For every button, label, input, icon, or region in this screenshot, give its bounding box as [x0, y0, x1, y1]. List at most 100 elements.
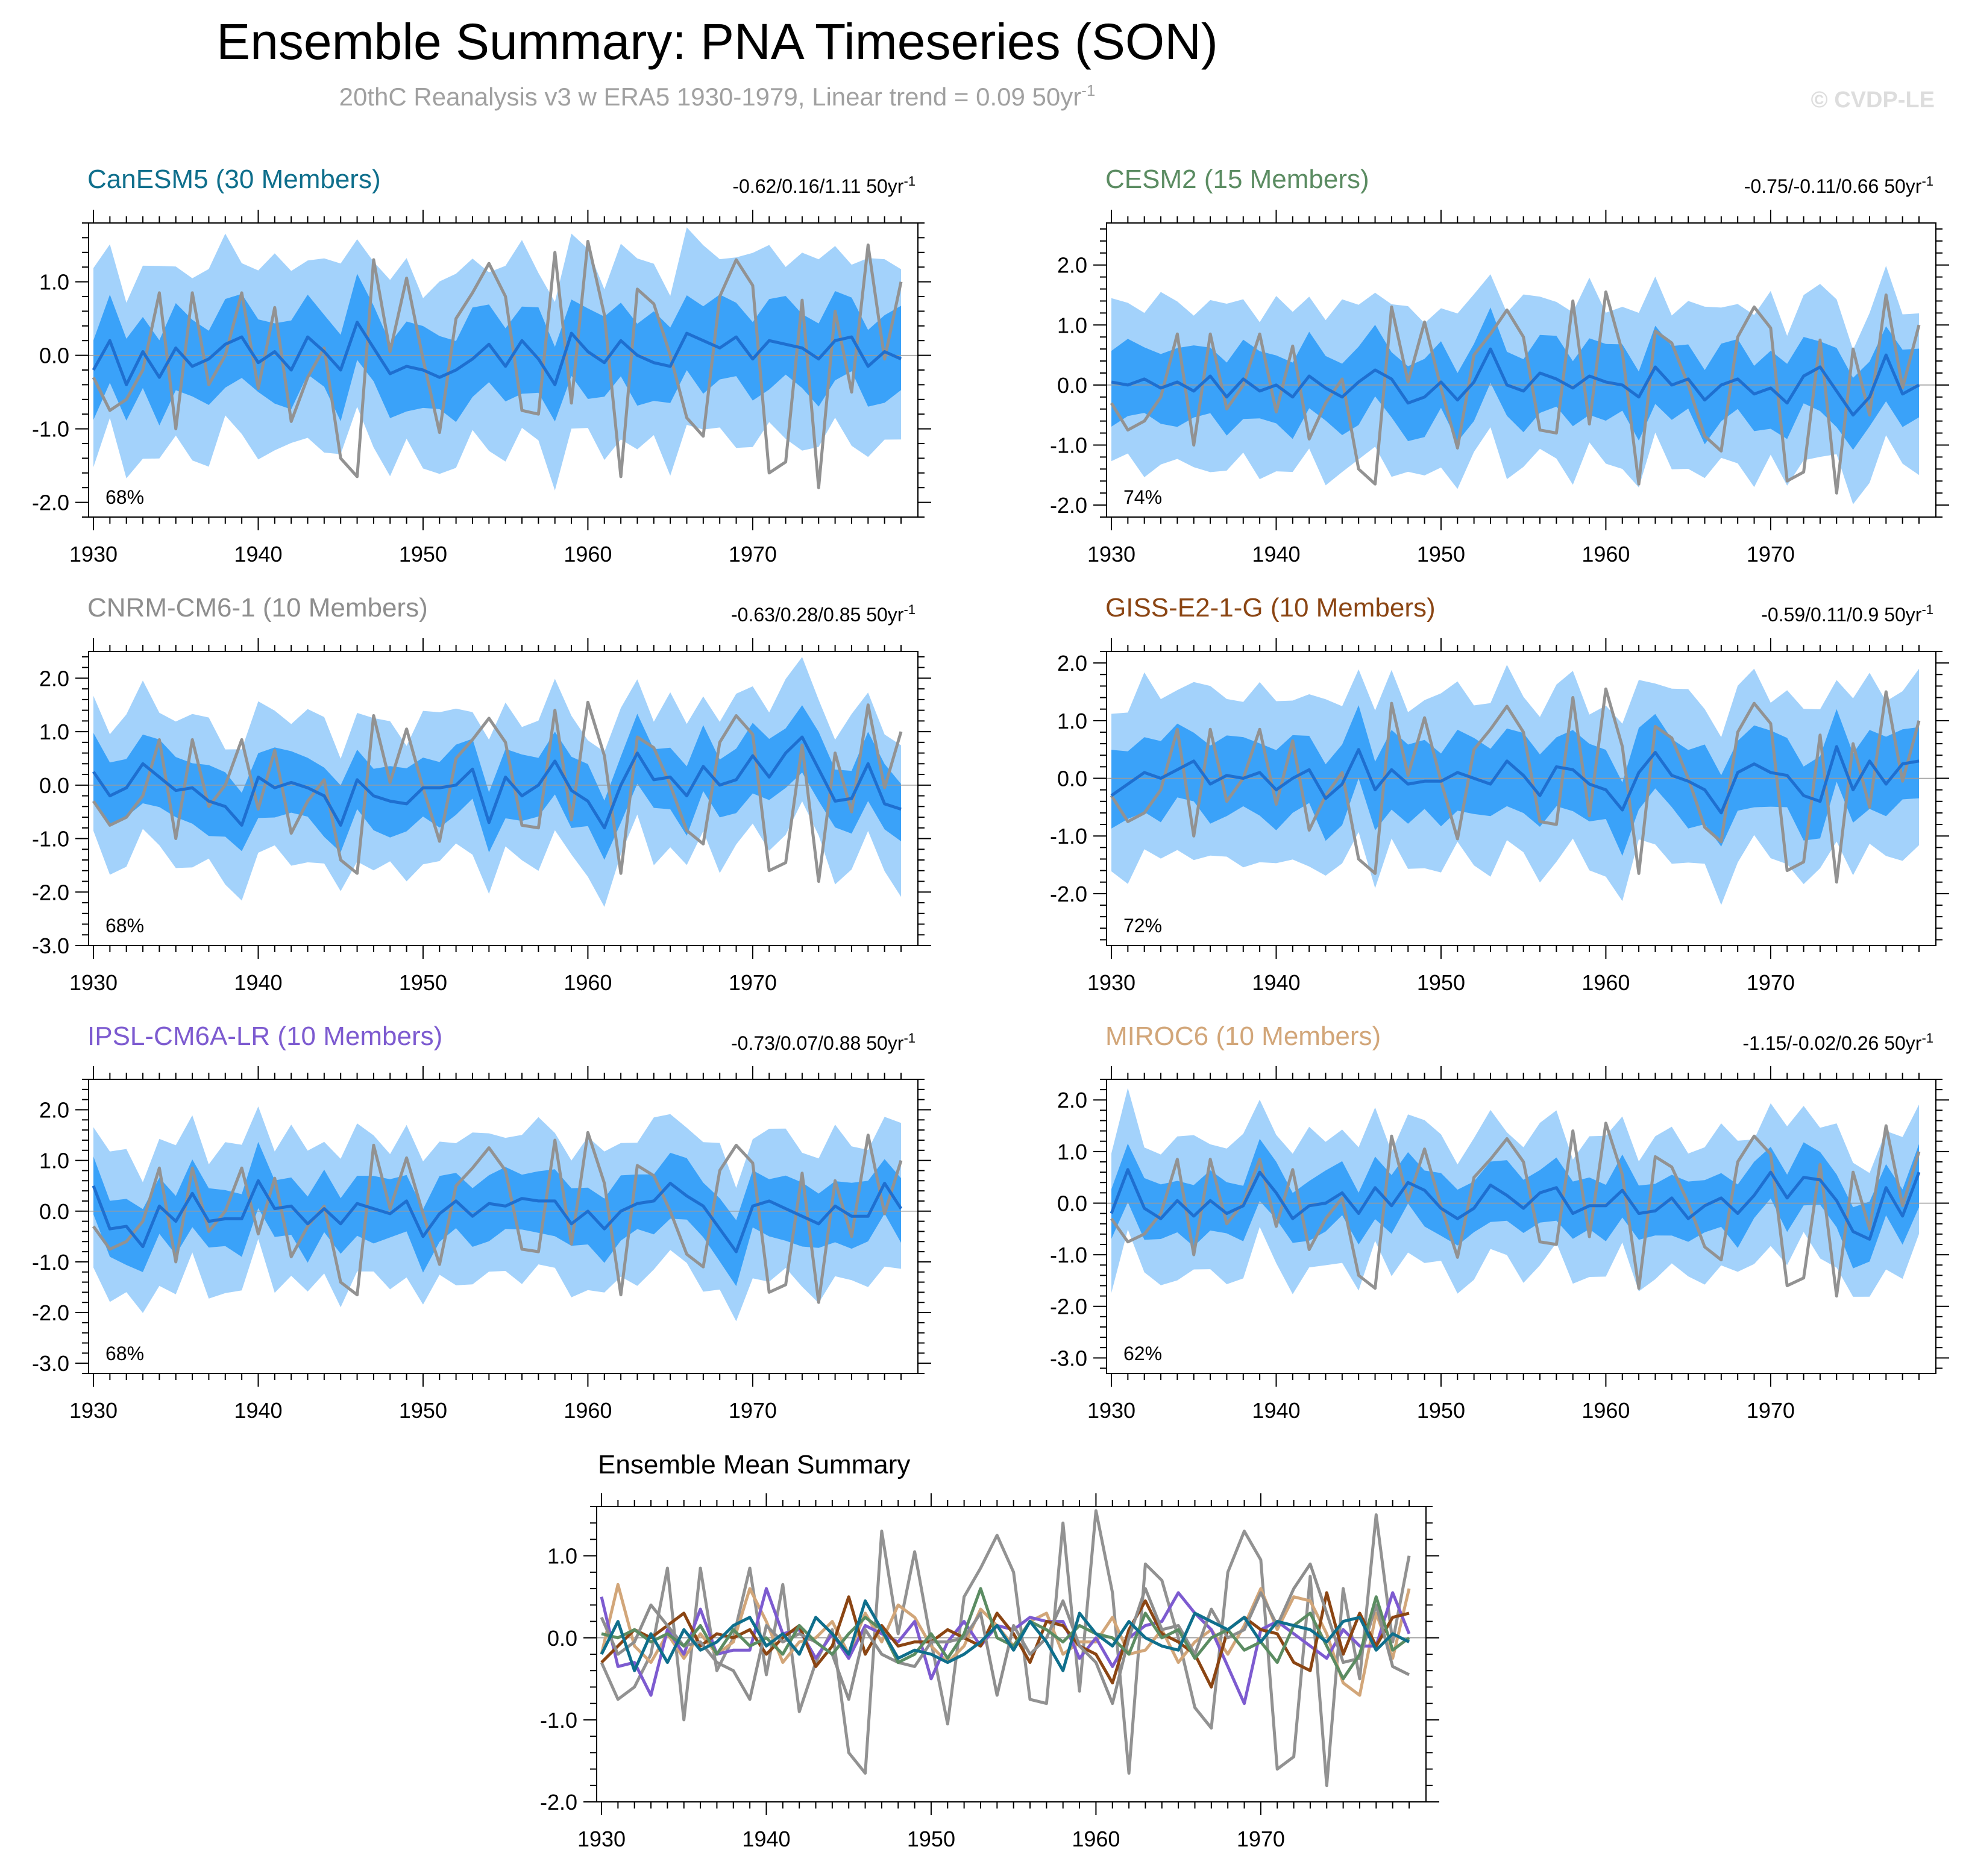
panel-trend-cnrm: -0.63/0.28/0.85 50yr-1 [731, 602, 916, 626]
y-tick-label: -2.0 [540, 1790, 577, 1815]
y-tick-label: 0.0 [39, 773, 69, 798]
panel-title-ensemble-mean-summary: Ensemble Mean Summary [598, 1450, 910, 1479]
panel-ensemble-mean-summary: Ensemble Mean Summary -2.0 -1.0 0.0 1.0 1930 1… [540, 1450, 1439, 1851]
x-tick-label: 1950 [399, 970, 447, 995]
x-tick-label: 1940 [234, 970, 282, 995]
ensemble-mean-line [1110, 745, 1920, 815]
y-tick-label: 1.0 [1057, 313, 1087, 337]
plot-frame [88, 1079, 919, 1374]
x-tick-label: 1930 [69, 970, 118, 995]
y-tick-label: -1.0 [32, 827, 69, 852]
x-tick-label: 1930 [69, 1398, 118, 1423]
y-tick-label: 0.0 [1057, 373, 1087, 398]
panel-title-canesm5: CanESM5 (30 Members) [87, 165, 381, 194]
x-tick-label: 1950 [399, 1398, 447, 1423]
panel-cnrm: CNRM-CM6-1 (10 Members) -0.63/0.28/0.85 5… [32, 593, 931, 995]
page-subtitle-text: 20thC Reanalysis v3 w ERA5 1930-1979, Li… [339, 83, 1082, 111]
panel-trend-superscript: -1 [1921, 1031, 1933, 1046]
panel-trend-ipsl: -0.73/0.07/0.88 50yr-1 [731, 1031, 916, 1054]
x-tick-label: 1930 [1087, 1398, 1135, 1423]
x-tick-label: 1970 [729, 542, 777, 566]
panel-ipsl: IPSL-CM6A-LR (10 Members) -0.73/0.07/0.88… [32, 1021, 931, 1423]
x-tick-label: 1970 [1747, 542, 1795, 566]
page-subtitle-superscript: -1 [1081, 81, 1095, 99]
x-tick-label: 1970 [1747, 1398, 1795, 1423]
y-tick-label: 2.0 [1057, 1088, 1087, 1112]
y-tick-label: -3.0 [1050, 1346, 1087, 1370]
x-tick-label: 1930 [1087, 542, 1135, 566]
page-subtitle: 20thC Reanalysis v3 w ERA5 1930-1979, Li… [339, 81, 1096, 111]
y-tick-label: 0.0 [39, 344, 69, 368]
y-tick-label: -2.0 [1050, 493, 1087, 518]
panel-cesm2: CESM2 (15 Members) -0.75/-0.11/0.66 50yr-… [1050, 165, 1949, 566]
x-tick-label: 1940 [234, 1398, 282, 1423]
panel-trend-superscript: -1 [903, 1031, 916, 1046]
y-tick-label: 2.0 [1057, 253, 1087, 278]
inner-spread-band [93, 705, 901, 860]
y-tick-label: -2.0 [32, 491, 69, 515]
observation-line [1110, 290, 1921, 495]
y-tick-label: 1.0 [39, 270, 69, 295]
y-tick-label: 0.0 [1057, 1191, 1087, 1216]
panel-trend-superscript: -1 [1921, 602, 1933, 617]
panel-trend-giss: -0.59/0.11/0.9 50yr-1 [1761, 602, 1933, 626]
y-tick-label: 2.0 [39, 666, 69, 691]
x-tick-label: 1960 [1581, 970, 1630, 995]
y-tick-label: -1.0 [32, 1250, 69, 1275]
y-tick-label: 1.0 [1057, 1140, 1087, 1164]
x-tick-label: 1960 [564, 970, 612, 995]
y-tick-label: -2.0 [1050, 882, 1087, 906]
percent-label: 72% [1123, 915, 1162, 936]
y-tick-label: 1.0 [1057, 709, 1087, 733]
series-line-cesm2 [601, 1587, 1410, 1681]
series-line-giss-e2-1-g [600, 1591, 1410, 1689]
x-tick-label: 1940 [1252, 1398, 1300, 1423]
inner-spread-band [1111, 705, 1919, 856]
panel-trend-text: -1.15/-0.02/0.26 50yr [1742, 1032, 1921, 1054]
plot-frame [1106, 1079, 1936, 1374]
ensemble-mean-line [92, 321, 902, 386]
panel-trend-superscript: -1 [903, 174, 916, 189]
y-tick-label: -2.0 [32, 1300, 69, 1325]
panels: CanESM5 (30 Members) -0.62/0.16/1.11 50yr… [32, 165, 1949, 1851]
x-tick-label: 1960 [1072, 1827, 1120, 1851]
panel-trend-text: -0.62/0.16/1.11 50yr [732, 175, 903, 197]
y-tick-label: 1.0 [39, 1149, 69, 1173]
panel-giss: GISS-E2-1-G (10 Members) -0.59/0.11/0.9 5… [1050, 593, 1949, 995]
inner-spread-band [93, 1141, 901, 1287]
ensemble-mean-line [1110, 1168, 1921, 1241]
panel-trend-canesm5: -0.62/0.16/1.11 50yr-1 [732, 174, 916, 197]
page-title: Ensemble Summary: PNA Timeseries (SON) [216, 13, 1218, 70]
y-tick-label: 0.0 [547, 1626, 577, 1651]
panel-trend-superscript: -1 [903, 602, 916, 617]
percent-label: 68% [105, 1343, 144, 1364]
panel-trend-text: -0.73/0.07/0.88 50yr [731, 1032, 904, 1054]
observation-line [1110, 687, 1921, 884]
inner-spread-band [1111, 307, 1919, 450]
y-tick-label: -1.0 [1050, 433, 1087, 457]
y-tick-label: 1.0 [547, 1544, 577, 1569]
watermark: © CVDP-LE [1811, 87, 1935, 113]
panel-trend-miroc6: -1.15/-0.02/0.26 50yr-1 [1742, 1031, 1933, 1054]
y-tick-label: -2.0 [1050, 1294, 1087, 1319]
series-line-cnrm-cm6-1 [600, 1562, 1410, 1705]
y-tick-label: -2.0 [32, 880, 69, 905]
x-tick-label: 1930 [577, 1827, 626, 1851]
ensemble-mean-line [1111, 347, 1920, 417]
x-tick-label: 1930 [69, 542, 118, 566]
y-tick-label: 2.0 [39, 1097, 69, 1122]
inner-spread-band [93, 274, 901, 425]
percent-label: 62% [1123, 1343, 1162, 1364]
x-tick-label: 1950 [1417, 970, 1465, 995]
panel-trend-text: -0.63/0.28/0.85 50yr [731, 604, 904, 626]
percent-label: 68% [105, 915, 144, 936]
plot-frame [1106, 222, 1936, 518]
x-tick-label: 1950 [399, 542, 447, 566]
plot-frame [88, 651, 919, 946]
y-tick-label: -1.0 [1050, 1243, 1087, 1267]
plot-frame [1106, 651, 1936, 946]
panel-title-giss: GISS-E2-1-G (10 Members) [1105, 593, 1436, 623]
x-tick-label: 1950 [907, 1827, 955, 1851]
x-tick-label: 1970 [1237, 1827, 1285, 1851]
